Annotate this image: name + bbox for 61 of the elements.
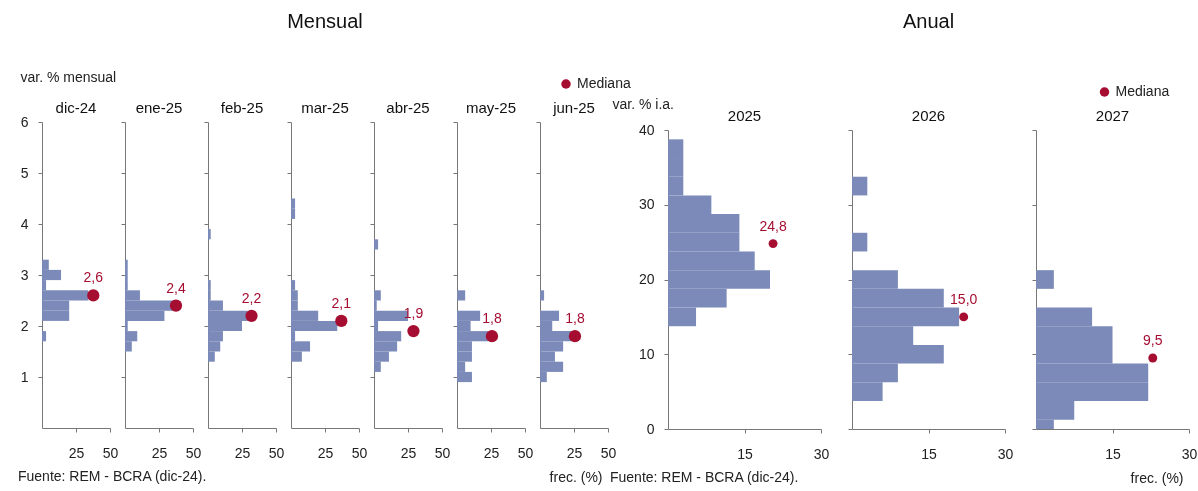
x-tick-label: 25 [400, 444, 417, 461]
y-tick-label: 1 [20, 368, 29, 385]
annotation: 2,6 [83, 269, 104, 286]
annotation: 24,8 [759, 217, 787, 234]
x-tick-label: 50 [185, 444, 202, 461]
annotation: 1,8 [565, 310, 585, 327]
legend-label: Mediana [1115, 83, 1170, 99]
x-tick-label: 50 [600, 444, 617, 461]
chart-subtitle: 2025 [727, 107, 762, 124]
x-tick-label: 30 [997, 445, 1014, 462]
legend-label: Mediana [577, 75, 631, 91]
y-tick-label: 2 [20, 317, 29, 334]
source-note: Fuente: REM - BCRA (dic-24). [18, 468, 207, 484]
chart-subtitle: abr-25 [386, 99, 430, 116]
x-tick-label: 50 [517, 444, 534, 461]
y-tick-label: 6 [20, 113, 29, 130]
annotation: 2,1 [331, 294, 352, 311]
chart-subtitle: dic-24 [55, 99, 97, 116]
x-tick-label: 50 [268, 444, 285, 461]
x-axis-title: frec. (%) [1130, 469, 1184, 486]
y-tick-label: 40 [638, 121, 655, 138]
chart-subtitle: 2027 [1095, 107, 1130, 124]
chart-subtitle: jun-25 [552, 99, 595, 116]
y-tick-label: 5 [20, 164, 29, 181]
x-tick-label: 15 [737, 445, 753, 462]
y-tick-label: 20 [638, 271, 655, 287]
x-tick-label: 30 [813, 445, 830, 462]
y-axis-title: var. % i.a. [612, 95, 674, 112]
x-tick-label: 25 [566, 444, 583, 461]
x-tick-label: 50 [434, 444, 451, 461]
x-tick-label: 50 [351, 444, 368, 461]
annotation: 2,4 [166, 279, 186, 296]
x-tick-label: 25 [234, 444, 251, 461]
chart-subtitle: may-25 [465, 99, 517, 116]
y-tick-label: 3 [20, 266, 29, 283]
y-tick-label: 0 [646, 420, 655, 437]
x-tick-label: 25 [483, 444, 500, 461]
annotation: 2,2 [241, 289, 262, 306]
chart-subtitle: ene-25 [135, 99, 183, 116]
annotation: 1,9 [403, 305, 424, 322]
chart-subtitle: 2026 [911, 107, 946, 124]
x-tick-label: 15 [921, 445, 937, 462]
chart-subtitle: mar-25 [301, 99, 349, 116]
y-tick-label: 30 [638, 196, 655, 213]
y-axis-title: var. % mensual [20, 68, 117, 85]
x-tick-label: 50 [102, 444, 119, 461]
y-tick-label: 4 [20, 215, 29, 232]
annotation: 9,5 [1143, 331, 1163, 348]
chart-title: Mensual [287, 10, 363, 32]
annotation: 15,0 [950, 290, 978, 307]
x-tick-label: 15 [1105, 445, 1121, 462]
annotation: 1,8 [482, 310, 502, 327]
x-tick-label: 25 [151, 444, 168, 461]
x-tick-label: 25 [317, 444, 334, 461]
x-axis-title: frec. (%) [549, 468, 603, 485]
x-tick-label: 30 [1181, 445, 1198, 462]
chart-title: Anual [902, 10, 955, 32]
x-tick-label: 25 [68, 444, 85, 461]
chart-subtitle: feb-25 [220, 99, 264, 116]
y-tick-label: 10 [638, 345, 655, 362]
source-note: Fuente: REM - BCRA (dic-24). [610, 469, 799, 485]
